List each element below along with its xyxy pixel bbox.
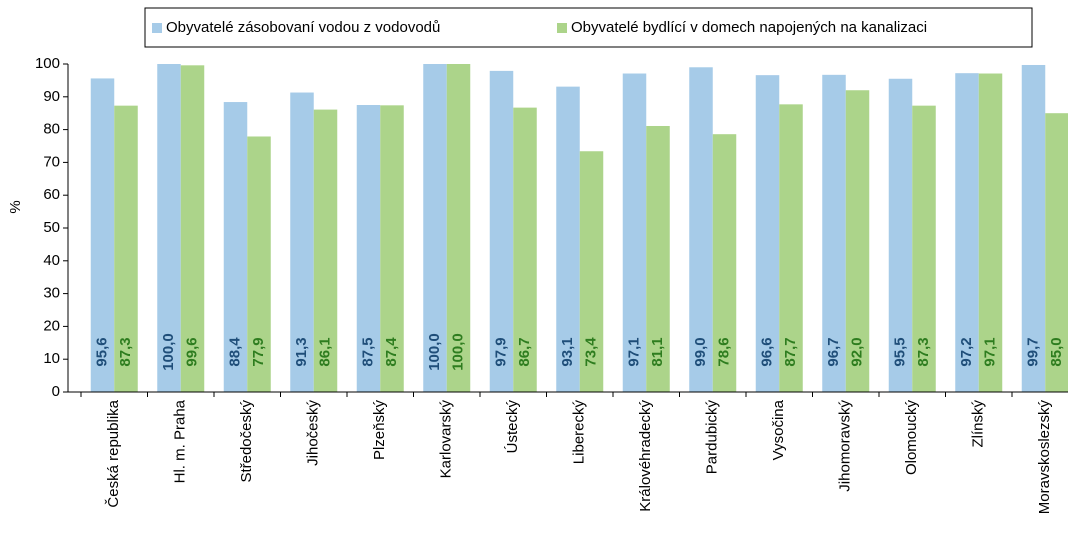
bar [313, 109, 338, 392]
value-label: 87,3 [117, 337, 134, 366]
bar [955, 73, 979, 393]
value-label: 92,0 [848, 337, 865, 366]
y-tick-label: 70 [43, 153, 60, 170]
x-tick-label: Pardubický [704, 400, 721, 475]
x-tick-label: Vysočina [770, 399, 787, 460]
bar [779, 104, 803, 393]
x-tick-label: Česká republika [105, 399, 122, 507]
bar [579, 151, 604, 392]
bar [755, 75, 780, 392]
value-label: 97,1 [981, 337, 998, 366]
bar [446, 64, 471, 392]
value-label: 95,6 [93, 337, 110, 366]
bar [290, 92, 314, 392]
value-label: 100,0 [160, 333, 177, 371]
value-label: 95,5 [891, 337, 908, 366]
x-tick-label: Hl. m. Praha [172, 399, 189, 483]
bar [646, 125, 670, 392]
value-label: 87,3 [915, 337, 932, 366]
bar [90, 78, 115, 392]
legend-label: Obyvatelé bydlící v domech napojených na… [571, 19, 927, 36]
value-label: 87,7 [782, 337, 799, 366]
x-tick-label: Ústecký [504, 400, 521, 454]
x-tick-label: Jihomoravský [837, 400, 854, 492]
x-tick-label: Olomoucký [903, 400, 920, 476]
value-label: 87,4 [383, 337, 400, 367]
y-tick-label: 60 [43, 186, 60, 203]
value-label: 97,1 [625, 337, 642, 366]
value-label: 100,0 [426, 333, 443, 371]
x-tick-label: Zlínský [970, 400, 987, 448]
bar [423, 64, 447, 392]
bar [180, 65, 205, 392]
x-tick-label: Středočeský [238, 400, 255, 483]
legend-swatch [152, 23, 162, 33]
bar [1045, 113, 1068, 392]
legend-box [144, 7, 1033, 48]
y-tick-label: 20 [43, 317, 60, 334]
bar [689, 67, 713, 392]
value-label: 88,4 [226, 337, 243, 367]
y-tick-label: 0 [52, 383, 60, 400]
y-tick-label: 40 [43, 252, 60, 269]
value-label: 99,6 [183, 337, 200, 366]
bar [556, 86, 580, 392]
y-axis-label: % [7, 200, 24, 213]
value-label: 96,6 [758, 337, 775, 366]
x-tick-label: Moravskoslezský [1036, 400, 1053, 515]
bar [1021, 64, 1046, 392]
bar [888, 78, 913, 392]
value-label: 78,6 [715, 337, 732, 366]
value-label: 86,1 [316, 337, 333, 366]
x-tick-label: Jihočeský [305, 400, 322, 466]
value-label: 97,9 [492, 337, 509, 366]
value-label: 93,1 [559, 337, 576, 366]
bar [247, 136, 271, 392]
y-tick-label: 50 [43, 219, 60, 236]
bar [380, 105, 404, 392]
bar [845, 90, 870, 393]
value-label: 77,9 [250, 337, 267, 366]
value-label: 99,0 [692, 337, 709, 366]
value-label: 99,7 [1024, 337, 1041, 366]
x-tick-label: Plzeňský [371, 400, 388, 461]
value-label: 85,0 [1048, 337, 1065, 366]
legend-swatch [557, 23, 567, 33]
y-tick-label: 80 [43, 121, 60, 138]
value-label: 96,7 [825, 337, 842, 366]
bar [622, 73, 647, 393]
value-label: 87,5 [359, 337, 376, 366]
value-label: 86,7 [516, 337, 533, 366]
bar [822, 74, 846, 392]
value-label: 91,3 [293, 337, 310, 366]
x-tick-label: Královéhradecký [637, 400, 654, 512]
bar [223, 102, 248, 392]
bar [912, 105, 936, 392]
bar [114, 105, 138, 392]
legend-label: Obyvatelé zásobovaní vodou z vodovodů [166, 19, 440, 36]
x-tick-label: Liberecký [571, 400, 588, 465]
bar [489, 70, 514, 392]
bar [513, 107, 537, 393]
y-tick-label: 10 [43, 350, 60, 367]
bar [978, 73, 1003, 393]
value-label: 81,1 [649, 337, 666, 366]
bar [712, 134, 737, 392]
y-tick-label: 30 [43, 285, 60, 302]
y-tick-label: 100 [35, 55, 60, 72]
y-tick-label: 90 [43, 88, 60, 105]
bar [356, 105, 381, 392]
x-tick-label: Karlovarský [438, 400, 455, 479]
bar [157, 64, 181, 392]
value-label: 100,0 [449, 333, 466, 371]
value-label: 73,4 [582, 337, 599, 367]
value-label: 97,2 [958, 337, 975, 366]
